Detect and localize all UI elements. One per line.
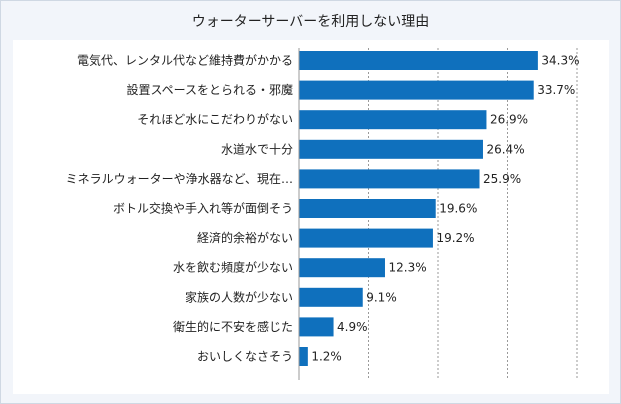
bar [299,169,480,189]
category-label: それほど水にこだわりがない [137,112,293,127]
category-label: 経済的余裕がない [197,230,293,245]
category-label: おいしくなさそう [197,350,293,364]
value-labels: 34.3% 33.7% 26.9% 26.4% 25.9% 19.6% 19.2% 12.3%… [311,54,579,364]
category-label: ミネラルウォーターや浄水器など、現在… [66,172,293,186]
category-label: 衛生的に不安を感じた [173,319,293,334]
category-labels: 電気代、レンタル代など維持費がかかる設置スペースをとられる・邪魔それほど水にこだ… [66,53,293,364]
value-label: 19.2% [436,231,474,245]
bar [299,199,436,218]
category-label: 水道水で十分 [221,142,293,156]
bar [299,347,308,366]
bar [299,317,334,337]
bar [299,110,487,130]
category-label: 水を飲む頻度が少ない [173,260,293,275]
value-label: 9.1% [366,290,397,304]
category-label: ボトル交換や手入れ等が面倒そう [113,201,293,216]
gridlines [298,48,578,380]
bar [299,80,534,100]
category-label: 電気代、レンタル代など維持費がかかる [77,53,293,68]
value-label: 26.9% [490,113,528,127]
bar [299,139,483,159]
bar [299,51,538,70]
value-label: 33.7% [537,83,575,97]
bar [299,287,363,307]
bar [299,258,385,278]
value-label: 12.3% [388,261,426,275]
bar [299,228,433,248]
value-label: 4.9% [337,320,368,334]
value-label: 19.6% [439,202,477,216]
value-label: 1.2% [311,350,342,364]
value-label: 25.9% [483,172,521,186]
bars [299,51,538,366]
category-label: 家族の人数が少ない [185,289,293,304]
category-label: 設置スペースをとられる・邪魔 [126,82,293,97]
value-label: 34.3% [541,54,579,68]
value-label: 26.4% [486,142,524,156]
chart-title: ウォーターサーバーを利用しない理由 [191,14,430,30]
